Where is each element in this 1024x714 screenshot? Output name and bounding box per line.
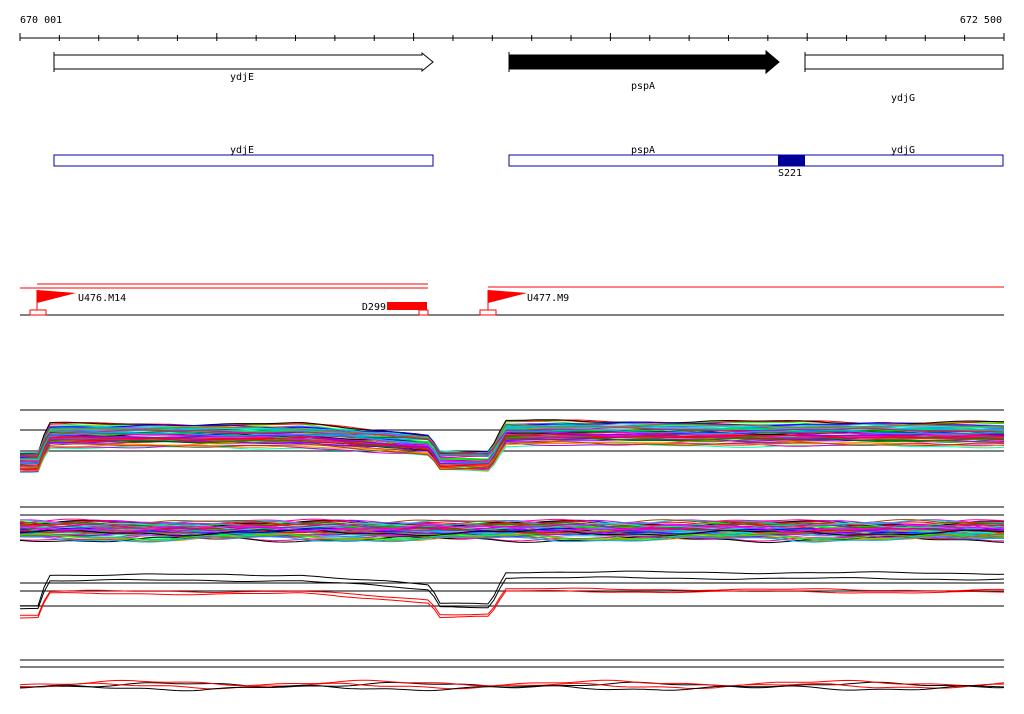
- ruler-start-label: 670 001: [20, 15, 62, 26]
- series-line: [19, 679, 1005, 687]
- series-line: [19, 429, 1005, 464]
- feature-label-ydje: ydjE: [230, 145, 254, 156]
- series-line: [19, 529, 1005, 537]
- series-line: [19, 533, 1005, 541]
- gene-ydjg[interactable]: ydjG: [804, 52, 1004, 104]
- flag-base: [479, 309, 497, 316]
- expression-track-multicolor-1: [19, 409, 1005, 473]
- annotation-track: U476.M14 D299 U477.M9: [20, 283, 1004, 316]
- feature-label-ydjg: ydjG: [891, 145, 915, 156]
- series-line: [19, 423, 1005, 457]
- series-line: [19, 535, 1005, 543]
- site-label-s221: S221: [778, 168, 802, 179]
- series-line: [19, 434, 1005, 467]
- series-line: [19, 431, 1004, 465]
- expression-track-multicolor-2: [19, 506, 1005, 544]
- series-line: [19, 441, 1005, 472]
- series-line: [19, 443, 1005, 473]
- ruler-end-label: 672 500: [960, 15, 1002, 26]
- ruler-ticks: [19, 33, 1005, 41]
- series-line: [19, 570, 1005, 607]
- block-d299: [387, 302, 427, 310]
- flag-label-u476: U476.M14: [78, 293, 126, 304]
- expression-track-summary-1: [19, 570, 1005, 619]
- series-line: [19, 523, 1004, 532]
- flag-marker-u477[interactable]: U477.M9: [479, 290, 569, 316]
- series-line: [19, 576, 1005, 610]
- series-line: [20, 682, 1004, 690]
- coordinate-ruler: 670 001 672 500: [19, 15, 1005, 41]
- flag-icon: [37, 290, 76, 303]
- block-base: [418, 309, 429, 316]
- series-line: [19, 589, 1005, 619]
- flag-label-u477: U477.M9: [527, 293, 569, 304]
- gene-ydjg-bar: [804, 54, 1004, 70]
- gene-track: ydjE pspA ydjG: [53, 49, 1004, 104]
- series-line: [19, 427, 1005, 456]
- gene-pspa-arrow: [508, 49, 780, 75]
- series-line: [20, 436, 1005, 465]
- feature-box-pspa-ydjg[interactable]: [508, 154, 1004, 167]
- block-marker-d299[interactable]: D299: [362, 302, 429, 316]
- flag-icon: [488, 290, 527, 303]
- series-line: [19, 524, 1005, 532]
- expression-track-summary-2: [19, 659, 1005, 692]
- flag-base: [29, 309, 47, 316]
- gene-ydjg-label: ydjG: [891, 93, 915, 104]
- gene-ydje-arrow: [53, 51, 434, 73]
- gene-pspa-label: pspA: [631, 81, 655, 92]
- gene-ydje[interactable]: ydjE: [53, 51, 434, 83]
- series-line: [19, 684, 1005, 692]
- feature-track: ydjE pspA ydjG S221: [53, 145, 1004, 179]
- series-line: [19, 521, 1005, 529]
- series-line: [20, 441, 1005, 470]
- feature-box-ydje[interactable]: [53, 154, 434, 167]
- flag-marker-u476[interactable]: U476.M14: [29, 290, 126, 316]
- series-line: [19, 521, 1005, 530]
- series-line: [19, 587, 1004, 616]
- block-label-d299: D299: [362, 302, 386, 313]
- gene-ydje-label: ydjE: [230, 72, 254, 83]
- site-marker-s221[interactable]: [778, 155, 805, 166]
- gene-pspa[interactable]: pspA: [508, 49, 780, 92]
- feature-label-pspa: pspA: [631, 145, 655, 156]
